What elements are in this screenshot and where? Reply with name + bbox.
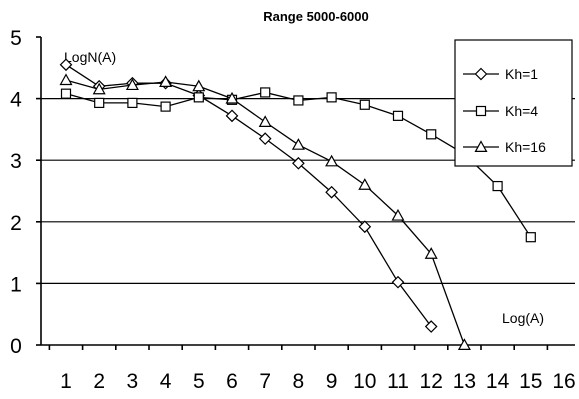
x-tick-label: 7 [259,370,271,393]
x-tick-label: 15 [519,370,542,393]
data-point-triangle [325,154,339,167]
series-kh-16 [59,73,471,350]
y-tick-label: 5 [10,27,22,50]
y-tick-label: 4 [10,89,22,112]
data-point-diamond [59,58,73,72]
data-point-square [525,232,536,243]
data-point-diamond [292,156,305,170]
y-tick-labels: 0 1 2 3 4 5 [10,27,22,358]
series-kh-1 [59,58,438,333]
x-tick-label: 11 [387,370,409,393]
y-tick-label: 0 [10,335,22,358]
y-axis-label: LogN(A) [64,49,116,65]
data-point-square [359,99,370,110]
data-point-diamond [225,109,239,123]
data-point-triangle [358,178,372,190]
chart-title: Range 5000-6000 [263,9,369,24]
data-point-square [193,92,204,103]
data-point-square [60,88,72,99]
data-point-square [260,87,271,98]
data-point-square [160,101,171,112]
data-point-diamond [474,67,488,81]
data-point-triangle [192,79,206,92]
x-tick-label: 10 [353,370,376,393]
data-point-diamond [358,220,372,234]
x-tick-label: 16 [552,370,575,393]
legend-label: Kh=4 [505,103,538,119]
data-point-square [94,97,105,109]
legend: Kh=1 Kh=4 Kh=16 [454,39,573,167]
x-tick-label: 4 [160,370,172,393]
y-tick-label: 3 [10,150,22,173]
data-point-square [326,92,337,103]
data-point-triangle [291,138,305,150]
data-point-square [492,180,503,192]
x-tick-label: 13 [453,370,476,393]
legend-item: Kh=16 [463,139,546,155]
x-axis-label: Log(A) [502,310,544,326]
data-point-triangle [125,78,139,91]
data-point-square [475,105,487,117]
y-tick-label: 1 [10,273,22,296]
data-point-square [293,95,304,106]
series-group [59,58,536,350]
data-point-triangle [474,140,488,152]
x-tick-label: 1 [60,370,72,393]
legend-label: Kh=1 [505,66,538,82]
y-tick-label: 2 [10,212,22,235]
data-point-triangle [424,247,438,259]
data-point-triangle [59,73,73,86]
x-tick-label: 8 [293,370,305,393]
data-point-square [426,129,437,140]
data-point-triangle [391,208,405,221]
x-tick-labels: 1 2 3 4 5 6 7 8 9 10 11 12 13 14 15 16 [60,370,576,393]
data-point-triangle [92,82,106,95]
data-point-diamond [258,132,272,145]
data-point-diamond [424,320,438,333]
data-point-diamond [391,275,405,289]
legend-item: Kh=1 [463,66,538,82]
x-tick-label: 9 [326,370,338,393]
legend-item: Kh=4 [463,103,538,119]
data-point-diamond [325,185,338,199]
x-tick-label: 6 [226,370,238,393]
data-point-square [392,110,404,121]
axes [36,36,575,350]
x-tick-label: 12 [420,370,443,393]
x-tick-label: 2 [93,370,105,393]
data-point-triangle [159,75,173,87]
x-tick-label: 14 [486,370,510,393]
series-kh-4 [60,87,536,243]
data-point-triangle [225,91,239,104]
legend-label: Kh=16 [505,139,546,155]
x-tick-label: 5 [193,370,205,393]
legend-box [454,39,573,167]
data-point-triangle [457,338,471,350]
x-tick-label: 3 [127,370,139,393]
data-point-square [127,97,138,109]
data-point-triangle [258,115,272,128]
